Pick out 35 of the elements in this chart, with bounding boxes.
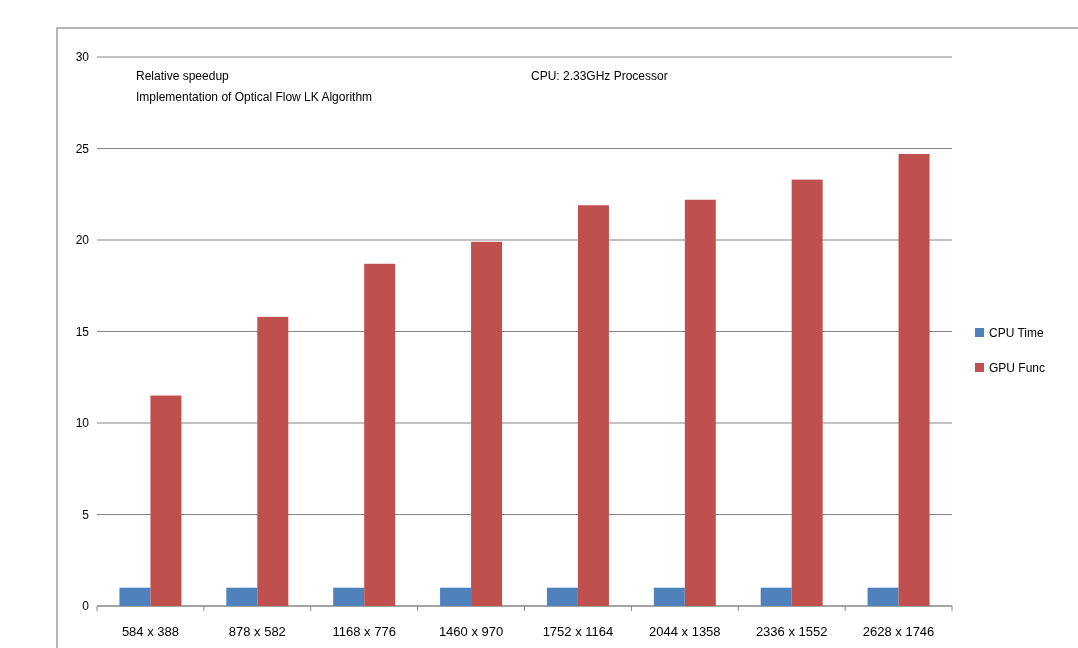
x-tick-label: 878 x 582 xyxy=(228,624,286,639)
bar xyxy=(333,587,365,606)
legend-label: GPU Func xyxy=(989,361,1046,376)
x-tick-label: 1752 x 1164 xyxy=(542,624,614,639)
y-tick-label: 10 xyxy=(75,416,90,431)
bar xyxy=(791,179,823,606)
bar xyxy=(898,153,930,606)
y-tick-label: 0 xyxy=(82,599,90,614)
bar xyxy=(440,587,472,606)
bar xyxy=(684,199,716,606)
x-tick-label: 1460 x 970 xyxy=(438,624,504,639)
y-tick-label: 30 xyxy=(75,50,90,65)
bar xyxy=(226,587,258,606)
y-tick-label: 5 xyxy=(82,507,90,522)
bar xyxy=(257,316,289,606)
bar xyxy=(653,587,685,606)
bar xyxy=(546,587,578,606)
y-tick-label: 15 xyxy=(75,324,90,339)
bar xyxy=(364,263,396,606)
annotation: CPU: 2.33GHz Processor xyxy=(531,69,668,83)
bar xyxy=(760,587,792,606)
y-tick-label: 25 xyxy=(75,141,90,156)
bar xyxy=(471,241,503,606)
y-tick-label: 20 xyxy=(75,233,90,248)
x-tick-label: 584 x 388 xyxy=(121,624,179,639)
x-tick-label: 2044 x 1358 xyxy=(649,624,721,639)
x-tick-label: 2336 x 1552 xyxy=(755,624,828,639)
bar xyxy=(119,587,151,606)
bar xyxy=(577,205,609,606)
bar xyxy=(867,587,899,606)
x-tick-label: 1168 x 776 xyxy=(332,624,396,639)
x-tick-label: 2628 x 1746 xyxy=(862,624,935,639)
annotation: Relative speedup Implementation of Optical Flow LK Algorithm xyxy=(136,69,373,104)
bar xyxy=(150,395,182,606)
legend-label: CPU Time xyxy=(989,326,1044,341)
